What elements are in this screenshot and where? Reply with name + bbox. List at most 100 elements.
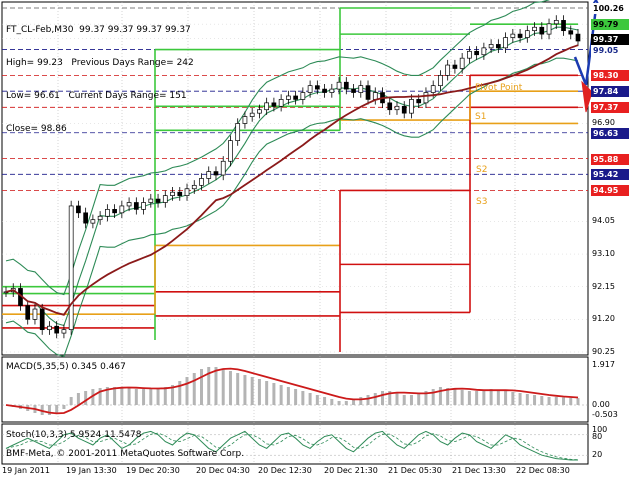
price-tag: 97.37 — [591, 102, 629, 114]
candle-body — [112, 209, 117, 214]
candle-body — [503, 37, 508, 49]
candle-body — [213, 171, 219, 176]
price-axis-label: 92.15 — [592, 281, 615, 291]
candle-body — [496, 44, 501, 49]
candle-body — [278, 99, 284, 107]
time-axis-label: 22 Dec 08:30 — [516, 466, 570, 475]
info-line-1: FT_CL-Feb,M30 99.37 99.37 99.37 99.37 — [6, 25, 191, 35]
info-line-3: Low= 96.61 Current Days Range= 151 — [6, 91, 187, 101]
candle-body — [68, 205, 74, 331]
band-upper — [5, 0, 550, 296]
candle-body — [83, 212, 88, 224]
candle-body — [430, 85, 436, 93]
time-axis-label: 21 Dec 05:30 — [388, 466, 442, 475]
candle-body — [47, 325, 52, 331]
macd-axis-zero: 0.00 — [592, 400, 610, 409]
candle-body — [358, 85, 364, 93]
time-axis-label: 20 Dec 21:30 — [324, 466, 378, 475]
candle-body — [162, 195, 168, 203]
candle-body — [539, 26, 545, 35]
candle-body — [517, 33, 523, 38]
price-tag: 95.42 — [591, 169, 629, 181]
candle-body — [401, 105, 407, 114]
time-axis-label: 21 Dec 13:30 — [452, 466, 506, 475]
price-axis-label: 91.20 — [592, 314, 615, 324]
price-tag: 98.30 — [591, 70, 629, 82]
candle-body — [155, 198, 161, 203]
moving-average — [5, 44, 579, 316]
main-price-panel[interactable] — [1, 1, 589, 356]
candle-body — [423, 92, 429, 104]
macd-axis-bottom: -0.503 — [592, 410, 618, 419]
candle-body — [105, 209, 110, 217]
candle-body — [228, 140, 233, 162]
candle-body — [220, 160, 226, 176]
price-tag: 99.37 — [591, 33, 629, 45]
pivot-point-label: Pivot Point — [475, 83, 523, 93]
candle-body — [488, 44, 494, 49]
candle-body — [249, 112, 255, 117]
candle-body — [546, 23, 552, 35]
candle-body — [524, 30, 530, 38]
candle-body — [314, 85, 320, 90]
candle-body — [343, 81, 349, 90]
candle-body — [271, 102, 277, 107]
price-tag: 100.26 — [591, 3, 629, 14]
candle-body — [25, 305, 31, 320]
stoch-indicator — [2, 430, 588, 461]
candle-body — [322, 88, 327, 93]
candle-body — [329, 88, 335, 93]
price-tag: 94.95 — [591, 185, 629, 197]
candle-body — [119, 205, 125, 214]
price-tag: 97.84 — [591, 86, 629, 98]
price-tag: 95.88 — [591, 153, 629, 165]
candle-body — [387, 102, 393, 111]
candle-body — [76, 205, 81, 214]
time-axis-label: 19 Jan 13:30 — [66, 466, 117, 475]
info-line-2: High= 99.23 Previous Days Range= 242 — [6, 58, 194, 68]
macd-axis-top: 1.917 — [592, 360, 615, 369]
candle-body — [170, 191, 175, 196]
stoch-axis-100: 100 — [592, 425, 608, 434]
candle-body — [575, 33, 581, 42]
candle-body — [467, 50, 472, 59]
macd-label: MACD(5,35,5) 0.345 0.467 — [6, 362, 126, 372]
band-lower — [5, 57, 579, 358]
candle-body — [394, 105, 400, 111]
candle-body — [445, 64, 451, 76]
pivot-levels — [2, 7, 588, 352]
stoch-panel[interactable] — [1, 423, 589, 465]
candle-body — [365, 85, 371, 100]
s3-label: S3 — [476, 197, 488, 207]
candle-body — [133, 202, 139, 210]
candle-body — [568, 30, 574, 35]
candle-body — [242, 116, 248, 124]
copyright-text: BMF-Meta, © 2001-2011 MetaQuotes Softwar… — [6, 449, 245, 459]
candle-body — [61, 329, 67, 334]
red-arrow-down — [581, 80, 593, 113]
candle-body — [510, 33, 516, 38]
stoch-axis-20: 20 — [592, 450, 603, 459]
candle-body — [177, 191, 183, 196]
candle-body — [184, 188, 190, 196]
candle-body — [264, 102, 270, 111]
candle-body — [336, 81, 342, 90]
price-tag: 99.79 — [591, 19, 629, 31]
candle-body — [97, 215, 103, 221]
candle-body — [39, 308, 45, 331]
candle-body — [372, 92, 378, 100]
stoch-label: Stoch(10,3,3) 5.9524 11.5478 — [6, 430, 142, 440]
macd-signal-line — [5, 367, 579, 415]
candle-body — [416, 99, 422, 104]
candle-body — [191, 184, 197, 190]
band-middle — [5, 26, 579, 327]
stoch-axis-80: 80 — [592, 432, 603, 441]
ma-slow-line — [5, 44, 579, 316]
candle-body — [553, 20, 559, 25]
price-tag: 96.63 — [591, 127, 629, 139]
candle-body — [532, 26, 537, 32]
time-axis-label: 20 Dec 04:30 — [196, 466, 250, 475]
candle-body — [126, 202, 132, 207]
candle-body — [561, 20, 566, 32]
